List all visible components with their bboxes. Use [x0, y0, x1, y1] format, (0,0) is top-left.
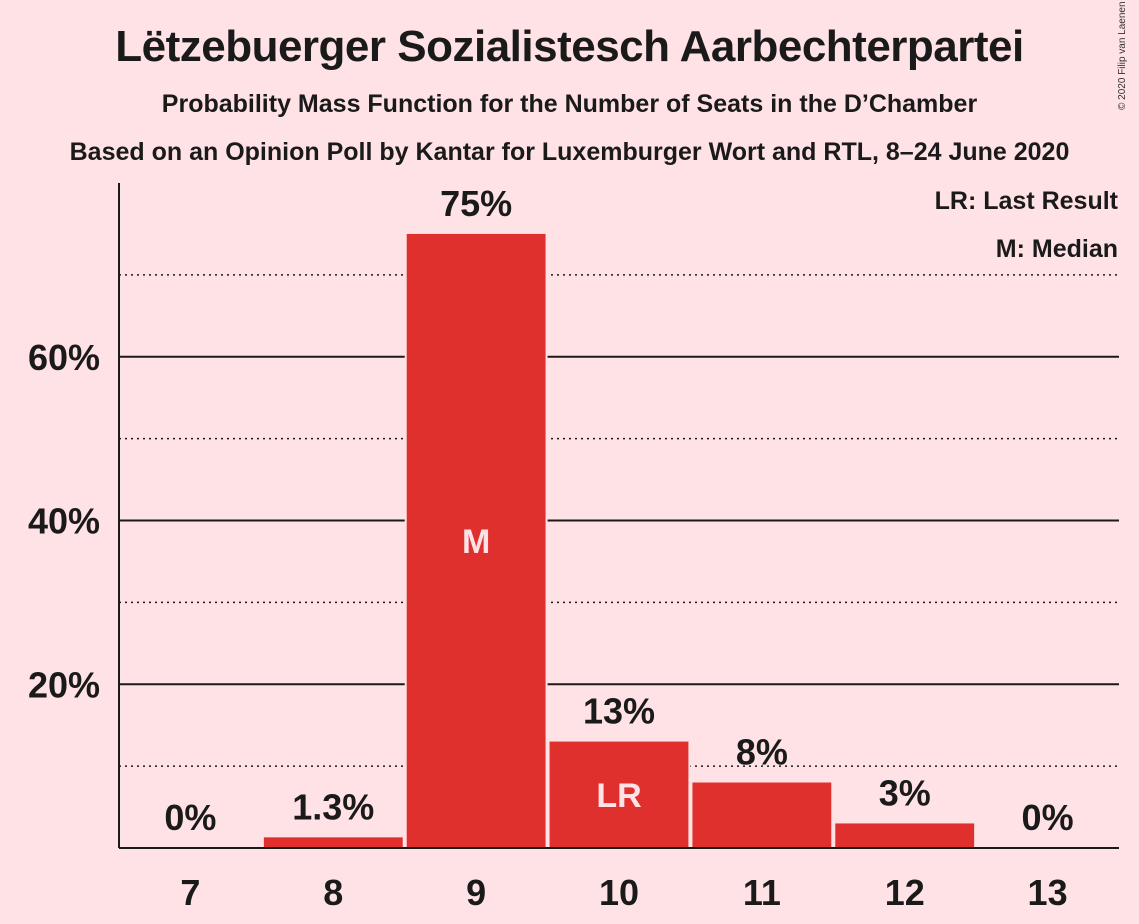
- bar: [692, 782, 832, 848]
- bar: [406, 233, 546, 848]
- legend-last-result: LR: Last Result: [935, 187, 1119, 215]
- bar: [263, 837, 403, 848]
- y-tick-label: 60%: [28, 337, 100, 378]
- bar-marker-label: LR: [596, 777, 641, 815]
- x-tick-label: 13: [1028, 872, 1068, 913]
- bar-value-label: 8%: [736, 732, 788, 773]
- chart-title: Lëtzebuerger Sozialistesch Aarbechterpar…: [115, 22, 1024, 71]
- labels: 20% 40% 60% 0% 7 1.3% 8 75% 9 M 13% 10 LR 8% 11 3% 12 0% 1…: [28, 183, 1074, 913]
- x-tick-label: 8: [323, 872, 343, 913]
- bar-value-label: 0%: [1022, 797, 1074, 838]
- x-tick-label: 9: [466, 872, 486, 913]
- x-tick-label: 11: [743, 872, 781, 913]
- bar: [549, 741, 689, 848]
- x-tick-label: 12: [885, 872, 925, 913]
- bar-value-label: 75%: [440, 183, 512, 224]
- bar-value-label: 3%: [879, 772, 931, 813]
- bar-value-label: 13%: [583, 691, 655, 732]
- bar-value-label: 0%: [164, 797, 216, 838]
- y-tick-label: 20%: [28, 664, 100, 705]
- chart-subtitle: Probability Mass Function for the Number…: [161, 90, 978, 118]
- bar-marker-label: M: [462, 523, 490, 561]
- legend-median: M: Median: [996, 235, 1118, 263]
- y-tick-label: 40%: [28, 501, 100, 542]
- x-tick-label: 7: [180, 872, 200, 913]
- bars: [261, 231, 977, 848]
- chart-source: Based on an Opinion Poll by Kantar for L…: [69, 138, 1070, 166]
- bar: [835, 823, 975, 848]
- x-tick-label: 10: [599, 872, 639, 913]
- bar-value-label: 1.3%: [292, 786, 374, 827]
